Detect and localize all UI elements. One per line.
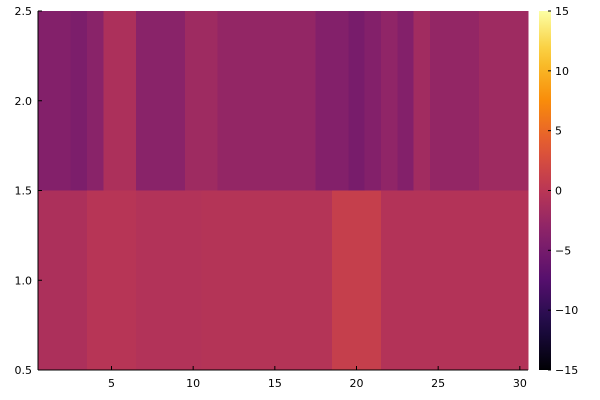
heatmap-cell	[87, 190, 104, 370]
heatmap-cells	[38, 11, 529, 370]
y-tick-label: 2.5	[15, 5, 33, 18]
colorbar: −15 −10 −5 0 5 10 15	[539, 5, 578, 377]
x-tick-label: 25	[431, 377, 445, 390]
heatmap-cell	[234, 11, 251, 191]
heatmap-cell	[511, 11, 529, 191]
heatmap-cell	[495, 11, 513, 191]
heatmap-cell	[397, 190, 415, 370]
x-tick-label: 10	[186, 377, 200, 390]
heatmap-cell	[348, 190, 366, 370]
heatmap-cell	[348, 11, 366, 191]
heatmap-cell	[332, 190, 349, 370]
colorbar-tick-label: −10	[555, 304, 578, 317]
heatmap-cell	[119, 11, 137, 191]
heatmap-cell	[397, 11, 415, 191]
heatmap-cell	[152, 190, 170, 370]
heatmap-cell	[299, 190, 317, 370]
heatmap-cell	[201, 190, 219, 370]
heatmap-cell	[201, 11, 219, 191]
heatmap-cell	[152, 11, 170, 191]
heatmap-cell	[87, 11, 104, 191]
heatmap-cell	[364, 11, 382, 191]
y-tick-label: 1.5	[15, 185, 33, 198]
heatmap-cell	[54, 190, 72, 370]
heatmap-cell	[479, 190, 496, 370]
heatmap-cell	[332, 11, 349, 191]
heatmap-cell	[136, 11, 153, 191]
heatmap-cell	[511, 190, 529, 370]
heatmap-cell	[217, 11, 235, 191]
heatmap-cell	[462, 190, 480, 370]
heatmap-cell	[234, 190, 251, 370]
heatmap-cell	[266, 190, 284, 370]
y-tick-label: 2.0	[15, 95, 33, 108]
heatmap-cell	[70, 11, 88, 191]
heatmap-cell	[250, 190, 268, 370]
colorbar-tick-label: 10	[555, 65, 569, 78]
heatmap-cell	[250, 11, 268, 191]
heatmap-cell	[413, 11, 431, 191]
heatmap-cell	[283, 11, 300, 191]
x-tick-label: 5	[108, 377, 115, 390]
heatmap-cell	[446, 11, 464, 191]
heatmap-cell	[70, 190, 88, 370]
colorbar-tick-label: −5	[555, 244, 571, 257]
heatmap-cell	[283, 190, 300, 370]
x-tick-label: 30	[513, 377, 527, 390]
heatmap-cell	[430, 11, 447, 191]
colorbar-bar	[539, 11, 551, 370]
heatmap-cell	[119, 190, 137, 370]
heatmap-cell	[38, 190, 55, 370]
heatmap-cell	[364, 190, 382, 370]
heatmap-cell	[462, 11, 480, 191]
heatmap-cell	[299, 11, 317, 191]
heatmap-cell	[185, 190, 202, 370]
heatmap-cell	[266, 11, 284, 191]
heatmap-cell	[185, 11, 202, 191]
heatmap-cell	[136, 190, 153, 370]
heatmap-cell	[495, 190, 513, 370]
heatmap-cell	[54, 11, 72, 191]
heatmap-cell	[381, 190, 398, 370]
heatmap-cell	[103, 190, 121, 370]
heatmap-cell	[38, 11, 55, 191]
colorbar-tick-label: 15	[555, 5, 569, 18]
heatmap-cell	[430, 190, 447, 370]
plot-axes: 5 10 15 20 25 30 0.5 1.0 1.5 2.0 2.5	[15, 5, 528, 390]
heatmap-cell	[446, 190, 464, 370]
y-tick-label: 1.0	[15, 274, 33, 287]
x-tick-label: 20	[350, 377, 364, 390]
heatmap-cell	[168, 11, 186, 191]
heatmap-cell	[381, 11, 398, 191]
colorbar-tick-label: 0	[555, 185, 562, 198]
heatmap-cell	[413, 190, 431, 370]
heatmap-cell	[217, 190, 235, 370]
colorbar-tick-label: 5	[555, 125, 562, 138]
heatmap-cell	[103, 11, 121, 191]
x-tick-label: 15	[268, 377, 282, 390]
heatmap-cell	[168, 190, 186, 370]
colorbar-tick-label: −15	[555, 364, 578, 377]
heatmap-cell	[315, 11, 333, 191]
y-tick-label: 0.5	[15, 364, 33, 377]
heatmap-cell	[315, 190, 333, 370]
heatmap-cell	[479, 11, 496, 191]
